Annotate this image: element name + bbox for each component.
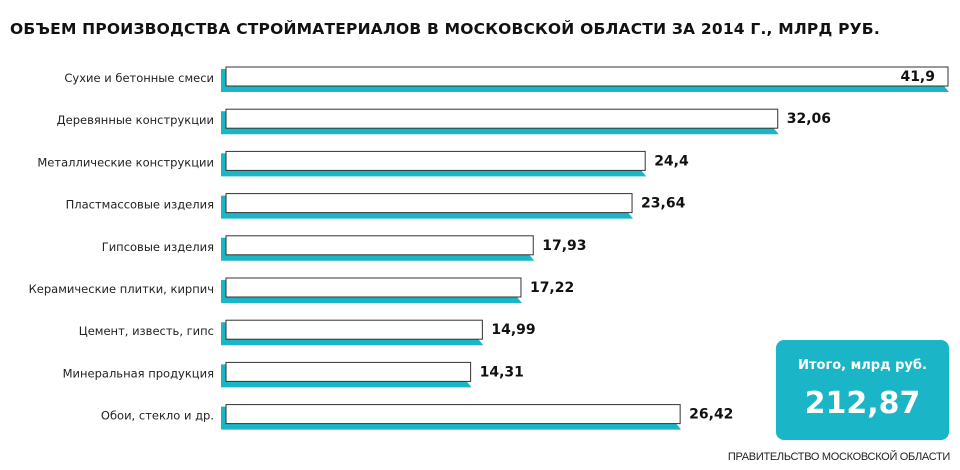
value-label: 41,9 bbox=[900, 69, 935, 85]
category-label: Металлические конструкции bbox=[37, 155, 214, 169]
value-label: 23,64 bbox=[641, 196, 686, 212]
bar bbox=[225, 277, 522, 298]
category-label: Керамические плитки, кирпич bbox=[29, 282, 214, 296]
value-label: 24,4 bbox=[654, 153, 689, 169]
category-label: Минеральная продукция bbox=[63, 366, 214, 380]
chart-title: ОБЪЕМ ПРОИЗВОДСТВА СТРОЙМАТЕРИАЛОВ В МОС… bbox=[10, 20, 880, 38]
bar bbox=[225, 193, 633, 214]
category-label: Обои, стекло и др. bbox=[101, 409, 214, 423]
bar bbox=[225, 108, 779, 129]
total-label: Итого, млрд руб. bbox=[798, 358, 927, 373]
bar bbox=[225, 66, 949, 87]
total-box: Итого, млрд руб. 212,87 bbox=[776, 340, 949, 440]
value-label: 14,99 bbox=[491, 322, 535, 338]
category-label: Гипсовые изделия bbox=[102, 240, 214, 254]
category-label: Цемент, известь, гипс bbox=[79, 324, 214, 338]
bar bbox=[225, 235, 534, 256]
value-label: 17,22 bbox=[530, 280, 574, 296]
category-label: Сухие и бетонные смеси bbox=[64, 71, 214, 85]
bar bbox=[225, 150, 646, 171]
category-label: Пластмассовые изделия bbox=[66, 198, 214, 212]
value-label: 32,06 bbox=[787, 111, 831, 127]
bar bbox=[225, 361, 472, 382]
value-label: 17,93 bbox=[542, 238, 586, 254]
bar bbox=[225, 319, 483, 340]
bar bbox=[225, 404, 681, 425]
value-label: 14,31 bbox=[480, 364, 524, 380]
total-value: 212,87 bbox=[804, 386, 921, 421]
category-label: Деревянные конструкции bbox=[57, 113, 214, 127]
source-credit: ПРАВИТЕЛЬСТВО МОСКОВСКОЙ ОБЛАСТИ bbox=[727, 451, 950, 463]
value-label: 26,42 bbox=[689, 407, 733, 423]
